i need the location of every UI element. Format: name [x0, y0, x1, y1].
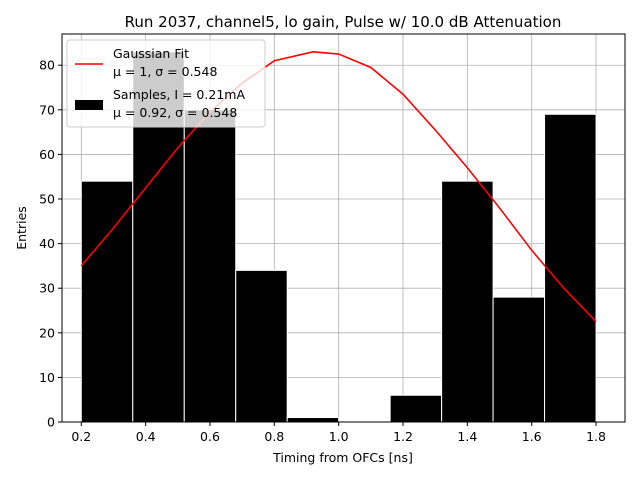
legend-box	[66, 39, 266, 128]
x-tick-label-4: 1.0	[329, 429, 349, 444]
legend-fit-stats: μ = 1, σ = 0.548	[113, 64, 217, 79]
legend-hist-name: Samples, I = 0.21mA	[113, 87, 245, 102]
x-tick-label-6: 1.4	[457, 429, 477, 444]
x-axis-label: Timing from OFCs [ns]	[272, 450, 413, 465]
histogram-bar-6	[389, 394, 443, 423]
y-tick-label-2: 20	[39, 325, 55, 340]
y-axis-ticks: 0 10 20 30 40 50 60 70 80	[39, 58, 62, 430]
chart-title: Run 2037, channel5, lo gain, Pulse w/ 10…	[125, 13, 562, 31]
y-tick-label-0: 0	[47, 415, 55, 430]
fit-curve-group	[80, 51, 597, 323]
y-axis-label: Entries	[14, 206, 29, 250]
gaussian-fit-line	[80, 51, 597, 323]
x-tick-label-1: 0.4	[136, 429, 156, 444]
histogram-bar-8	[492, 296, 546, 423]
y-tick-label-6: 60	[39, 147, 55, 162]
x-tick-label-2: 0.6	[200, 429, 220, 444]
legend: Gaussian Fit μ = 1, σ = 0.548 Samples, I…	[66, 39, 266, 128]
plot-frame	[61, 33, 626, 423]
x-tick-label-0: 0.2	[71, 429, 91, 444]
histogram-bar-9	[544, 113, 597, 423]
x-tick-label-3: 0.8	[264, 429, 284, 444]
y-tick-label-1: 10	[39, 370, 55, 385]
histogram-bar-3	[235, 269, 288, 423]
legend-hist-stats: μ = 0.92, σ = 0.548	[113, 105, 237, 120]
y-tick-label-3: 30	[39, 281, 55, 296]
y-tick-label-8: 80	[39, 58, 55, 73]
histogram-bar-2	[183, 109, 237, 423]
x-tick-label-5: 1.2	[393, 429, 413, 444]
y-tick-label-4: 40	[39, 236, 55, 251]
y-tick-label-7: 70	[39, 102, 55, 117]
histogram-bar-4	[286, 417, 340, 423]
legend-fit-name: Gaussian Fit	[113, 46, 189, 61]
x-tick-label-8: 1.8	[586, 429, 606, 444]
histogram-bar-0	[80, 180, 134, 423]
x-axis-ticks: 0.2 0.4 0.6 0.8 1.0 1.2 1.4 1.6 1.8	[71, 422, 606, 444]
y-tick-label-5: 50	[39, 192, 55, 207]
legend-hist-swatch	[75, 100, 103, 110]
histogram-bar-7	[441, 180, 494, 423]
x-tick-label-7: 1.6	[522, 429, 542, 444]
